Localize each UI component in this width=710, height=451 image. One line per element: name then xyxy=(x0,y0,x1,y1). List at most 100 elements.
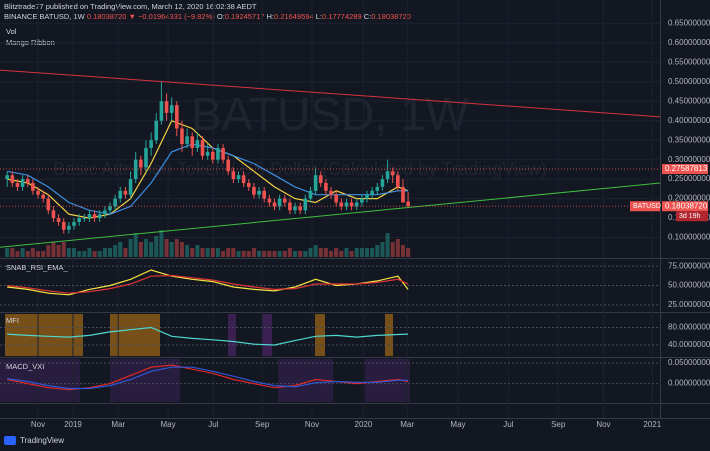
volume-bar xyxy=(46,245,51,257)
candle-body xyxy=(252,186,256,195)
candle-body xyxy=(67,225,71,230)
candle-body xyxy=(175,105,179,129)
volume-bar xyxy=(359,248,364,257)
x-tick-label: May xyxy=(450,420,465,429)
volume-bar xyxy=(56,245,61,257)
candle-body xyxy=(149,140,153,148)
footer: TradingView xyxy=(20,436,64,445)
y-tick-label: 0.60000000 xyxy=(668,38,710,47)
volume-bar xyxy=(82,251,87,257)
volume-bar xyxy=(164,239,169,257)
x-tick-label: Sep xyxy=(255,420,270,429)
watermark: BATUSD, 1W xyxy=(191,88,469,140)
y-tick-label: 0.00000000 xyxy=(668,379,710,388)
pane-title: MACD_VXI xyxy=(6,362,44,371)
x-tick-label: Jul xyxy=(503,420,513,429)
ohlc-label: L: xyxy=(316,12,322,21)
y-tick-label: 0.45000000 xyxy=(668,96,710,105)
x-tick-label: 2021 xyxy=(643,420,661,429)
candle-body xyxy=(308,190,313,199)
candle-body xyxy=(370,190,374,195)
volume-bar xyxy=(400,245,405,257)
pane-title: SNAB_RSI_EMA_ xyxy=(6,263,69,272)
indicator-line xyxy=(7,326,409,346)
symbol-tag-label: BATUSD xyxy=(633,203,661,210)
volume-bar xyxy=(149,242,154,257)
symbol: BINANCE:BATUSD, 1W xyxy=(4,12,86,21)
volume-bar xyxy=(179,242,184,257)
candle-body xyxy=(318,175,323,184)
candle-body xyxy=(246,183,251,187)
volume-bar xyxy=(375,245,380,257)
candle-body xyxy=(344,202,349,207)
volume-bar xyxy=(190,248,195,257)
candle-body xyxy=(20,179,25,187)
ohlc-label: H: xyxy=(267,12,275,21)
candle-body xyxy=(51,210,56,219)
candle-body xyxy=(87,214,92,219)
volume-bar xyxy=(241,251,246,257)
candle-body xyxy=(25,179,30,184)
volume-bar xyxy=(313,245,318,257)
candle-body xyxy=(267,198,272,203)
indicator-line xyxy=(7,366,409,390)
volume-bar xyxy=(118,242,123,257)
volume-bar xyxy=(97,251,102,257)
y-tick-label: 0.50000000 xyxy=(668,77,710,86)
volume-bar xyxy=(87,248,92,257)
x-tick-label: Nov xyxy=(305,420,319,429)
volume-bar xyxy=(20,248,25,257)
logo xyxy=(4,436,16,445)
candle-body xyxy=(97,214,102,219)
volume-bar xyxy=(221,251,226,257)
candle-body xyxy=(349,202,354,207)
price-tag-label: 0.18038720 xyxy=(665,201,708,210)
volume-bar xyxy=(323,248,328,257)
volume-bar xyxy=(133,233,138,257)
candle-body xyxy=(36,190,40,195)
volume-bar xyxy=(251,248,256,257)
volume-bar xyxy=(277,251,282,257)
volume-bar xyxy=(365,248,370,257)
candle-body xyxy=(77,218,81,222)
y-tick-label: 50.00000000 xyxy=(668,281,710,290)
candle-body xyxy=(354,202,359,207)
volume-bar xyxy=(231,248,236,257)
volume-bar xyxy=(108,248,112,257)
candle-body xyxy=(72,221,76,226)
grid xyxy=(0,0,660,418)
volume-bar xyxy=(354,248,359,257)
volume-bar xyxy=(329,251,334,257)
volume-bar xyxy=(303,251,308,257)
volume-bar xyxy=(72,248,77,257)
volume-bar xyxy=(257,251,262,257)
ohlc-value: 0.19245717 xyxy=(225,12,265,21)
volume-bar xyxy=(195,245,200,257)
volume-bar xyxy=(128,239,133,257)
zone xyxy=(262,314,272,356)
volume-bar xyxy=(349,251,354,257)
volume-bar xyxy=(66,248,71,257)
volume-bar xyxy=(370,248,375,257)
candle-body xyxy=(257,190,261,195)
volume-bar xyxy=(246,251,251,257)
volume-bar xyxy=(293,251,298,257)
volume-bar xyxy=(308,248,313,257)
candle-body xyxy=(231,171,236,180)
candle-body xyxy=(406,201,410,207)
candle-body xyxy=(329,190,333,195)
volume-bar xyxy=(77,251,82,257)
candle-body xyxy=(401,186,405,203)
candle-body xyxy=(396,175,400,187)
volume-bar xyxy=(102,248,107,257)
y-tick-label: 0.40000000 xyxy=(668,116,710,125)
zone xyxy=(315,314,325,356)
x-tick-label: Nov xyxy=(31,420,45,429)
candle-body xyxy=(303,198,308,211)
y-tick-label: 0.65000000 xyxy=(668,18,710,27)
volume-bar xyxy=(174,239,179,257)
candle-body xyxy=(31,183,35,191)
ohlc-label: O: xyxy=(217,12,225,21)
volume-bar xyxy=(154,236,159,257)
candle-body xyxy=(205,151,210,156)
